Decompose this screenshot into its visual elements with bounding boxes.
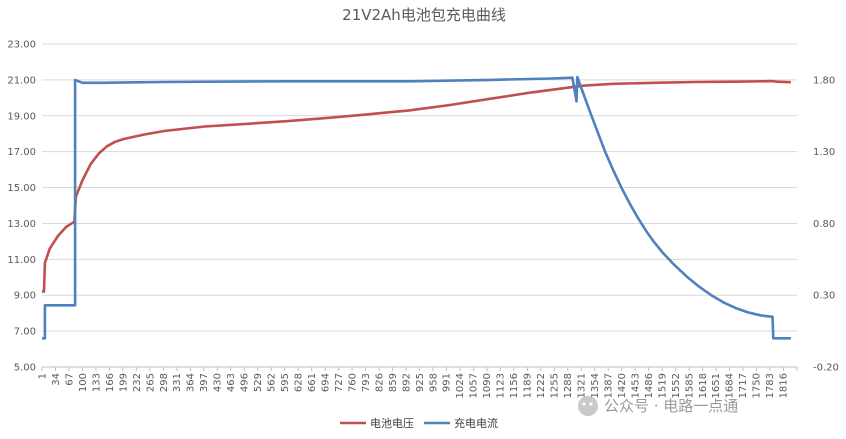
x-tick-label: 859	[388, 373, 399, 392]
x-tick-label: 1519	[657, 373, 668, 398]
x-tick-label: 265	[145, 373, 156, 392]
x-tick-label: 1618	[698, 373, 709, 398]
x-tick-label: 628	[294, 373, 305, 392]
x-tick-label: 529	[253, 373, 264, 392]
y-left-tick-label: 7.00	[14, 327, 36, 338]
x-tick-label: 595	[280, 373, 291, 392]
x-tick-label: 892	[401, 373, 412, 392]
x-tick-label: 331	[172, 373, 183, 392]
x-tick-label: 1387	[603, 373, 614, 398]
wechat-icon	[578, 396, 598, 416]
x-tick-label: 991	[442, 373, 453, 392]
x-tick-label: 34	[51, 373, 62, 386]
x-tick-label: 1057	[469, 373, 480, 398]
gridlines	[42, 43, 797, 368]
x-tick-label: 826	[374, 373, 385, 392]
x-tick-label: 1321	[576, 373, 587, 398]
x-tick-label: 232	[132, 373, 143, 392]
y-left-tick-label: 21.00	[7, 75, 36, 86]
x-tick-label: 1552	[671, 373, 682, 398]
x-tick-label: 100	[78, 373, 89, 392]
y-left-tick-label: 17.00	[7, 147, 36, 158]
y-right-tick-label: 1.80	[813, 75, 835, 86]
x-tick-label: 1288	[563, 373, 574, 398]
y-left-tick-label: 15.00	[7, 183, 36, 194]
x-tick-label: 133	[91, 373, 102, 392]
y-left-tick-label: 23.00	[7, 40, 36, 51]
x-tick-label: 496	[240, 373, 251, 392]
x-tick-label: 661	[307, 373, 318, 392]
legend: 电池电压 充电电流	[340, 416, 498, 430]
legend-label: 电池电压	[370, 417, 414, 430]
x-tick-label: 1	[38, 373, 49, 379]
y-left-tick-label: 19.00	[7, 111, 36, 122]
x-tick-label: 463	[226, 373, 237, 392]
chart-title: 21V2Ah电池包充电曲线	[342, 6, 506, 24]
y-right-tick-label: 1.30	[813, 147, 835, 158]
voltage-series-line	[42, 79, 791, 293]
x-tick-label: 925	[415, 373, 426, 392]
y-left-tick-label: 13.00	[7, 219, 36, 230]
x-tick-label: 1486	[644, 373, 655, 398]
x-tick-label: 760	[347, 373, 358, 392]
y-right-tick-label: -0.20	[813, 363, 839, 374]
y-left-tick-label: 5.00	[14, 363, 36, 374]
x-tick-label: 1816	[779, 373, 790, 398]
x-tick-label: 199	[118, 373, 129, 392]
watermark-text: 公众号 · 电路一点通	[604, 397, 738, 415]
x-tick-label: 397	[199, 373, 210, 392]
x-tick-label: 1750	[752, 373, 763, 398]
legend-label: 充电电流	[454, 416, 498, 430]
x-tick-label: 562	[267, 373, 278, 392]
x-tick-label: 1684	[725, 373, 736, 398]
x-tick-label: 1354	[590, 373, 601, 398]
x-tick-label: 958	[428, 373, 439, 392]
x-tick-label: 67	[64, 373, 75, 386]
axes: 5.00 7.00 9.00 11.00 13.00 15.00 17.00 19.00 21.…	[7, 40, 839, 399]
x-tick-label: 1156	[509, 373, 520, 398]
wechat-icon-eye-right	[589, 402, 593, 406]
x-tick-label: 1453	[630, 373, 641, 398]
y-right-tick-label: 0.80	[813, 219, 835, 230]
x-tick-label: 1123	[496, 373, 507, 398]
x-tick-label: 1024	[455, 373, 466, 398]
x-tick-label: 727	[334, 373, 345, 392]
x-tick-label: 694	[320, 373, 331, 392]
x-tick-label: 430	[213, 373, 224, 392]
x-tick-label: 1090	[482, 373, 493, 398]
x-tick-label: 1585	[684, 373, 695, 398]
wechat-icon-eye-left	[582, 402, 586, 406]
x-tick-label: 1783	[765, 373, 776, 398]
series-lines	[42, 75, 791, 340]
x-tick-label: 1255	[550, 373, 561, 398]
y-left-tick-label: 9.00	[14, 291, 36, 302]
y-left-tick-label: 11.00	[7, 255, 36, 266]
x-tick-label: 364	[186, 373, 197, 392]
current-series-line	[42, 75, 791, 340]
x-tick-label: 166	[105, 373, 116, 392]
x-tick-label: 1651	[711, 373, 722, 398]
x-tick-label: 1717	[738, 373, 749, 398]
y-right-tick-label: 0.30	[813, 291, 835, 302]
x-tick-label: 1420	[617, 373, 628, 398]
watermark: 公众号 · 电路一点通	[578, 396, 738, 416]
x-tick-label: 298	[159, 373, 170, 392]
x-tick-label: 1189	[523, 373, 534, 398]
x-tick-label: 793	[361, 373, 372, 392]
x-tick-label: 1222	[536, 373, 547, 398]
